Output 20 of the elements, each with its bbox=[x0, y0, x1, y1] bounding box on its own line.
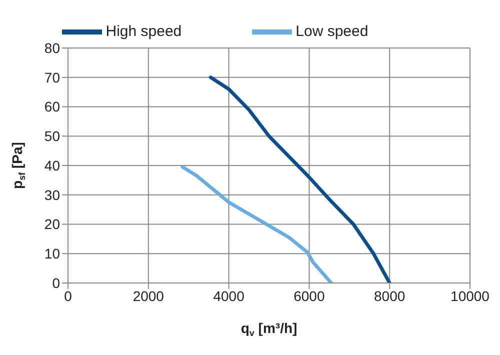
line-series bbox=[208, 76, 392, 283]
y-tick-label: 50 bbox=[44, 128, 60, 144]
x-tick-label: 10000 bbox=[450, 288, 490, 304]
y-tick-label: 40 bbox=[44, 157, 60, 174]
y-tick-label: 30 bbox=[44, 186, 60, 203]
x-tick-label: 8000 bbox=[374, 288, 406, 304]
x-tick-label: 6000 bbox=[294, 288, 325, 304]
y-tick-label: 0 bbox=[52, 274, 60, 291]
y-tick-label: 10 bbox=[44, 246, 60, 262]
y-tick-label: 70 bbox=[44, 69, 60, 86]
legend-label: High speed bbox=[106, 22, 182, 40]
y-tick-label: 60 bbox=[44, 98, 60, 115]
y-tick-label: 80 bbox=[44, 40, 60, 56]
x-tick-label: 0 bbox=[64, 288, 72, 304]
line-series bbox=[180, 165, 334, 283]
x-tick-label: 2000 bbox=[132, 288, 164, 304]
y-tick-label: 20 bbox=[44, 216, 60, 232]
x-tick-label: 4000 bbox=[213, 288, 245, 304]
x-axis-title: q$_{v}$ [m³/h] bbox=[240, 320, 298, 338]
legend-label: Low speed bbox=[296, 22, 368, 40]
